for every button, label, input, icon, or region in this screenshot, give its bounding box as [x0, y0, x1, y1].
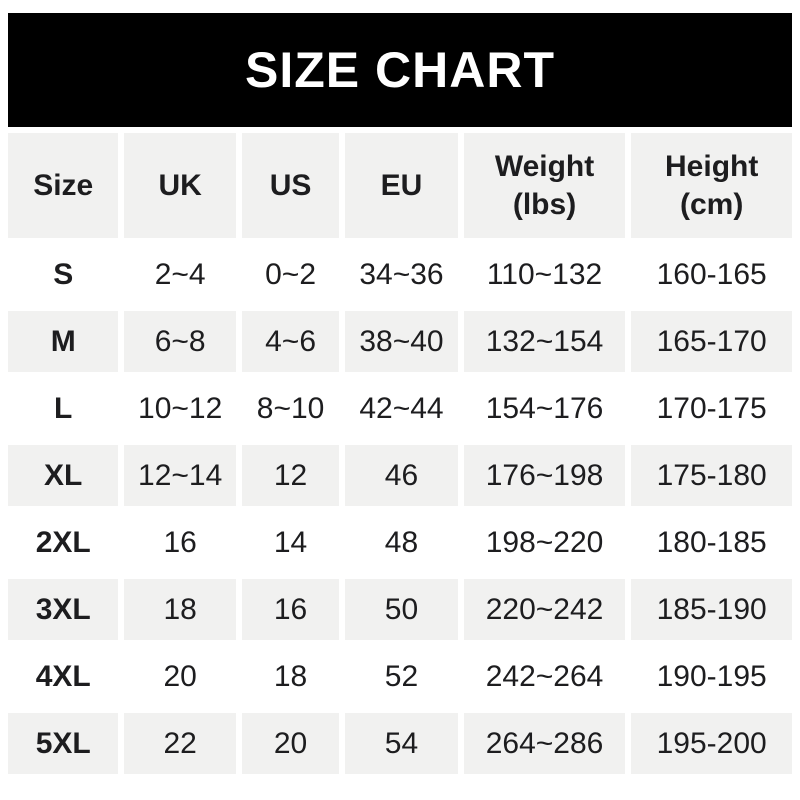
- table-row-m: M 6~8 4~6 38~40 132~154 165-170: [8, 311, 792, 372]
- size-cell: 3XL: [8, 579, 119, 640]
- weight-cell: 176~198: [463, 445, 626, 506]
- column-header-label: UK: [158, 168, 202, 202]
- column-header-weight: Weight (lbs): [463, 133, 626, 238]
- height-cell: 195-200: [631, 713, 792, 774]
- size-chart-banner: SIZE CHART: [8, 13, 792, 127]
- weight-cell: 220~242: [463, 579, 626, 640]
- column-header-label: US: [269, 168, 312, 202]
- eu-cell: 54: [345, 713, 458, 774]
- uk-cell: 12~14: [124, 445, 236, 506]
- eu-cell: 34~36: [345, 244, 458, 305]
- column-header-label: Weight: [494, 150, 595, 183]
- height-cell: 175-180: [631, 445, 792, 506]
- weight-cell: 264~286: [463, 713, 626, 774]
- us-cell: 20: [241, 713, 340, 774]
- uk-cell: 20: [124, 646, 236, 707]
- eu-cell: 48: [345, 512, 458, 573]
- weight-cell: 154~176: [463, 378, 626, 439]
- size-cell: 5XL: [8, 713, 119, 774]
- eu-cell: 46: [345, 445, 458, 506]
- size-chart-title: SIZE CHART: [245, 42, 555, 98]
- table-row-l: L 10~12 8~10 42~44 154~176 170-175: [8, 378, 792, 439]
- table-row-2xl: 2XL 16 14 48 198~220 180-185: [8, 512, 792, 573]
- column-header-sublabel: (cm): [680, 187, 744, 221]
- height-cell: 180-185: [631, 512, 792, 573]
- height-cell: 190-195: [631, 646, 792, 707]
- weight-cell: 110~132: [463, 244, 626, 305]
- uk-cell: 2~4: [124, 244, 236, 305]
- weight-cell: 132~154: [463, 311, 626, 372]
- column-header-us: US: [241, 133, 340, 238]
- column-header-size: Size: [8, 133, 119, 238]
- column-header-label: EU: [380, 168, 423, 202]
- table-row-s: S 2~4 0~2 34~36 110~132 160-165: [8, 244, 792, 305]
- size-cell: 2XL: [8, 512, 119, 573]
- column-header-label: Size: [33, 168, 94, 202]
- us-cell: 4~6: [241, 311, 340, 372]
- table-row-4xl: 4XL 20 18 52 242~264 190-195: [8, 646, 792, 707]
- column-header-uk: UK: [124, 133, 236, 238]
- table-row-5xl: 5XL 22 20 54 264~286 195-200: [8, 713, 792, 774]
- us-cell: 18: [241, 646, 340, 707]
- eu-cell: 50: [345, 579, 458, 640]
- column-header-eu: EU: [345, 133, 458, 238]
- size-cell: S: [8, 244, 119, 305]
- uk-cell: 22: [124, 713, 236, 774]
- height-cell: 170-175: [631, 378, 792, 439]
- weight-cell: 198~220: [463, 512, 626, 573]
- us-cell: 16: [241, 579, 340, 640]
- height-cell: 185-190: [631, 579, 792, 640]
- column-header-height: Height (cm): [631, 133, 792, 238]
- column-header-label: Height: [665, 150, 759, 183]
- table-row-xl: XL 12~14 12 46 176~198 175-180: [8, 445, 792, 506]
- size-cell: XL: [8, 445, 119, 506]
- size-cell: M: [8, 311, 119, 372]
- uk-cell: 16: [124, 512, 236, 573]
- table-header-row: Size UK US EU Weight (lbs) Height (cm): [8, 133, 792, 238]
- eu-cell: 42~44: [345, 378, 458, 439]
- us-cell: 12: [241, 445, 340, 506]
- uk-cell: 6~8: [124, 311, 236, 372]
- table-row-3xl: 3XL 18 16 50 220~242 185-190: [8, 579, 792, 640]
- us-cell: 8~10: [241, 378, 340, 439]
- weight-cell: 242~264: [463, 646, 626, 707]
- height-cell: 165-170: [631, 311, 792, 372]
- uk-cell: 10~12: [124, 378, 236, 439]
- height-cell: 160-165: [631, 244, 792, 305]
- size-cell: L: [8, 378, 119, 439]
- us-cell: 0~2: [241, 244, 340, 305]
- eu-cell: 38~40: [345, 311, 458, 372]
- eu-cell: 52: [345, 646, 458, 707]
- size-chart-table: Size UK US EU Weight (lbs) Height (cm) S…: [8, 133, 792, 774]
- column-header-sublabel: (lbs): [512, 187, 577, 221]
- uk-cell: 18: [124, 579, 236, 640]
- size-cell: 4XL: [8, 646, 119, 707]
- us-cell: 14: [241, 512, 340, 573]
